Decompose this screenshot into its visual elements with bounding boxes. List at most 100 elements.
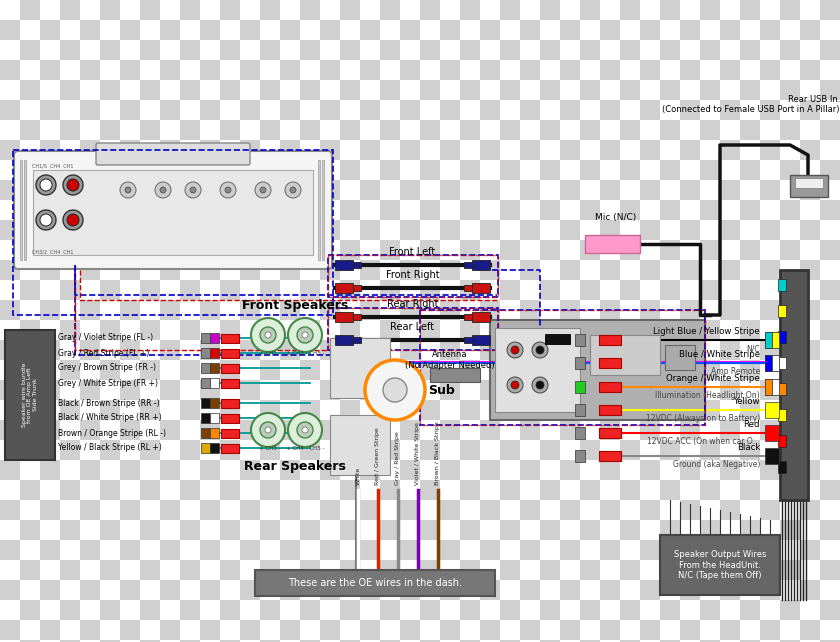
Bar <box>140 380 160 400</box>
Bar <box>180 440 200 460</box>
Bar <box>280 280 300 300</box>
Bar <box>620 180 640 200</box>
Bar <box>0 460 20 480</box>
Bar <box>420 320 440 340</box>
Bar <box>280 180 300 200</box>
Bar <box>120 500 140 520</box>
Bar <box>60 380 80 400</box>
Bar <box>720 100 740 120</box>
Bar <box>80 60 100 80</box>
Bar <box>240 580 260 600</box>
Bar <box>180 20 200 40</box>
Bar <box>680 380 700 400</box>
Bar <box>680 80 700 100</box>
Bar <box>800 100 820 120</box>
Text: Red / Green Stripe: Red / Green Stripe <box>375 427 381 485</box>
Bar <box>490 320 705 420</box>
Bar <box>800 400 820 420</box>
Circle shape <box>511 346 519 354</box>
Bar <box>120 180 140 200</box>
Bar <box>600 0 620 20</box>
Bar <box>500 640 520 642</box>
Bar <box>620 520 640 540</box>
Bar <box>400 560 420 580</box>
Bar <box>740 480 760 500</box>
Bar <box>200 400 220 420</box>
Bar <box>460 160 480 180</box>
Bar <box>320 540 340 560</box>
Bar <box>680 280 700 300</box>
Bar <box>500 140 520 160</box>
Bar <box>540 80 560 100</box>
Bar <box>680 20 700 40</box>
Bar <box>820 300 840 320</box>
Bar <box>440 100 460 120</box>
Bar <box>660 535 780 595</box>
Bar <box>280 20 300 40</box>
Bar <box>520 100 540 120</box>
Bar <box>540 240 560 260</box>
Bar <box>820 160 840 180</box>
Bar <box>220 240 240 260</box>
Bar <box>280 200 300 220</box>
Bar <box>520 420 540 440</box>
Bar <box>400 100 420 120</box>
Bar <box>160 380 180 400</box>
Bar <box>300 200 320 220</box>
Bar <box>420 420 440 440</box>
Bar <box>765 402 779 418</box>
Text: N/C: N/C <box>747 344 760 353</box>
Bar <box>420 520 440 540</box>
Bar <box>20 640 40 642</box>
Bar <box>520 0 540 20</box>
Bar <box>500 120 520 140</box>
Bar <box>640 380 660 400</box>
Bar <box>200 80 220 100</box>
Bar <box>560 600 580 620</box>
Bar <box>20 80 40 100</box>
Bar <box>680 360 700 380</box>
Bar <box>765 379 772 395</box>
Bar <box>700 540 720 560</box>
Bar <box>160 240 180 260</box>
Bar <box>328 308 498 350</box>
Bar <box>360 220 380 240</box>
Bar <box>300 60 320 80</box>
Bar <box>280 260 300 280</box>
Bar <box>220 360 240 380</box>
Bar <box>320 0 340 20</box>
Text: Gray / Red Stripe: Gray / Red Stripe <box>396 431 401 485</box>
Bar <box>580 540 600 560</box>
Bar <box>640 0 660 20</box>
Bar <box>620 20 640 40</box>
Bar <box>40 260 60 280</box>
Bar <box>780 520 800 540</box>
Bar <box>580 420 600 440</box>
Bar <box>720 180 740 200</box>
Bar <box>720 620 740 640</box>
Bar <box>620 80 640 100</box>
Bar <box>575 381 585 393</box>
Bar <box>540 300 560 320</box>
Bar <box>640 260 660 280</box>
Bar <box>300 280 320 300</box>
Bar <box>660 180 680 200</box>
Bar <box>700 360 720 380</box>
Bar <box>60 280 80 300</box>
Bar <box>440 360 460 380</box>
Bar <box>660 360 680 380</box>
Bar <box>700 500 720 520</box>
Bar <box>20 180 40 200</box>
Text: Rear Left: Rear Left <box>391 322 434 332</box>
Bar <box>680 140 700 160</box>
Bar <box>800 420 820 440</box>
Bar <box>540 520 560 540</box>
Bar <box>560 380 580 400</box>
Bar <box>760 240 780 260</box>
Bar <box>140 60 160 80</box>
Bar <box>280 360 300 380</box>
Bar <box>340 0 360 20</box>
Bar <box>340 400 360 420</box>
Bar <box>540 420 560 440</box>
Bar <box>320 640 340 642</box>
